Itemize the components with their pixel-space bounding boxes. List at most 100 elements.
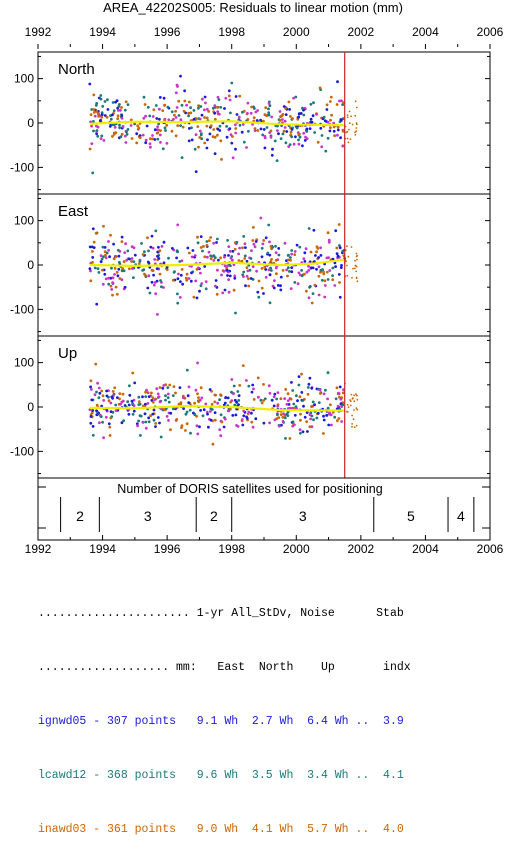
residual-point [176, 301, 180, 305]
residual-point [338, 395, 341, 399]
residual-point [234, 147, 237, 151]
residual-point [149, 245, 153, 249]
residual-point [281, 132, 285, 136]
residual-point [264, 106, 268, 110]
residual-point [143, 402, 147, 406]
residual-point [199, 246, 203, 249]
residuals-figure: AREA_42202S005: Residuals to linear moti… [10, 0, 504, 556]
residual-point [335, 103, 339, 106]
residual-point [272, 286, 276, 290]
residual-point [146, 260, 150, 264]
residual-point [317, 265, 321, 269]
residual-point [269, 266, 272, 270]
y-tick-label: -100 [10, 444, 34, 458]
residual-point [305, 127, 309, 131]
residual-point [99, 254, 103, 258]
residual-point [326, 406, 330, 410]
residual-point [205, 107, 209, 111]
residual-point [338, 99, 341, 103]
residual-point [111, 101, 115, 104]
residual-point [154, 104, 158, 107]
residual-point [95, 302, 99, 306]
y-tick-label: 0 [27, 400, 34, 414]
residual-point [209, 407, 213, 410]
residual-point [99, 137, 103, 141]
residual-point [346, 410, 348, 413]
residual-point [123, 251, 127, 255]
residual-point [162, 96, 166, 100]
residual-point [108, 425, 112, 429]
residual-point [303, 260, 307, 263]
residual-point [324, 149, 328, 153]
residual-point [95, 110, 99, 113]
table-header-line-2: ................... mm: East North Up in… [38, 661, 411, 674]
residual-point [267, 223, 271, 227]
residual-point [144, 390, 148, 394]
residual-point [116, 114, 120, 118]
residual-point [198, 129, 202, 133]
residual-point [126, 249, 130, 253]
residual-point [143, 103, 147, 106]
residual-point [141, 253, 145, 256]
residual-point [306, 430, 309, 433]
residual-point [336, 391, 340, 395]
residual-point [160, 245, 164, 248]
residual-point [174, 134, 178, 138]
residual-point [115, 292, 119, 296]
residual-point [295, 243, 299, 247]
residual-point [292, 402, 296, 406]
residual-point [252, 105, 256, 109]
residual-point [153, 281, 157, 284]
residual-point [103, 246, 107, 249]
residual-point [261, 242, 265, 246]
residual-point [355, 252, 358, 255]
residual-point [117, 254, 121, 258]
residual-point [338, 281, 341, 284]
residual-point [260, 267, 264, 270]
residual-point [181, 125, 185, 129]
residual-point [197, 266, 200, 270]
residual-point [114, 255, 118, 258]
residual-point [166, 386, 170, 389]
residual-point [285, 402, 289, 406]
residual-point [130, 257, 134, 260]
x-tick-label: 1996 [154, 542, 181, 556]
trend-line [89, 120, 345, 127]
residual-point [269, 129, 273, 133]
residual-point [245, 274, 249, 278]
residual-point [175, 249, 179, 253]
satellite-count-panel: Number of DORIS satellites used for posi… [37, 477, 491, 541]
residual-point [231, 249, 235, 253]
residual-point [213, 117, 217, 121]
residual-point [179, 273, 183, 277]
residual-point [283, 397, 287, 400]
residual-point [247, 284, 251, 288]
residual-point [182, 109, 186, 113]
residual-point [144, 114, 148, 118]
residual-point [237, 252, 241, 256]
residual-point [121, 399, 125, 403]
residual-point [204, 287, 208, 291]
residual-point [207, 110, 211, 113]
residual-point [309, 250, 313, 254]
residual-point [268, 301, 272, 305]
residual-point [267, 111, 271, 115]
residual-point [124, 242, 127, 246]
residual-point [333, 284, 337, 287]
residual-point [223, 417, 227, 421]
residual-point [243, 254, 247, 258]
trend-line [89, 404, 345, 412]
residual-point [270, 258, 273, 261]
residual-point [356, 394, 358, 397]
residual-point [212, 254, 216, 257]
residual-point [346, 274, 349, 277]
residual-point [214, 284, 217, 288]
residual-point [259, 127, 263, 131]
x-tick-label: 2000 [283, 25, 310, 39]
residual-point [266, 251, 270, 255]
statistics-table: ...................... 1-yr All_StDv, No… [38, 569, 411, 857]
residual-point [275, 417, 279, 420]
residual-point [248, 268, 252, 272]
residual-point [218, 129, 222, 132]
residual-point [354, 264, 357, 267]
